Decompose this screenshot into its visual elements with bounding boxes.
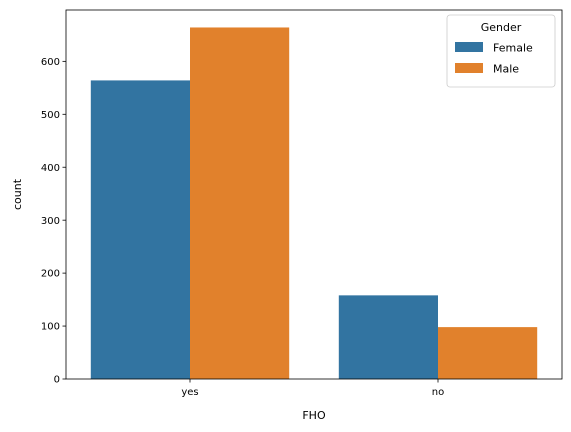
x-tick-label-no: no — [432, 387, 444, 398]
y-tick-label: 300 — [41, 216, 60, 227]
legend-swatch-male — [455, 63, 483, 73]
bar-male-yes — [190, 27, 290, 380]
y-tick-label: 200 — [41, 269, 60, 280]
y-tick-label: 400 — [41, 163, 60, 174]
y-tick-label: 600 — [41, 57, 60, 68]
x-axis: yes no — [181, 379, 444, 398]
legend-items: Female Male — [455, 42, 533, 76]
bar-male-no — [438, 327, 538, 379]
bar-female-no — [338, 295, 438, 379]
y-tick-label: 500 — [41, 110, 60, 121]
legend: Gender Female Male — [446, 14, 556, 88]
plot-frame — [65, 9, 563, 380]
bars-layer — [90, 27, 538, 380]
x-axis-label: FHO — [302, 409, 326, 422]
legend-label-male: Male — [493, 63, 519, 76]
y-axis-label: count — [11, 178, 24, 210]
x-tick-label-yes: yes — [181, 387, 198, 398]
y-tick-label: 0 — [54, 375, 60, 386]
bar-female-yes — [90, 80, 190, 379]
legend-swatch-female — [455, 42, 483, 52]
y-tick-label: 100 — [41, 322, 60, 333]
legend-label-female: Female — [493, 42, 533, 55]
y-axis: 0 100 200 300 400 500 600 — [41, 57, 66, 386]
legend-title: Gender — [481, 21, 522, 34]
